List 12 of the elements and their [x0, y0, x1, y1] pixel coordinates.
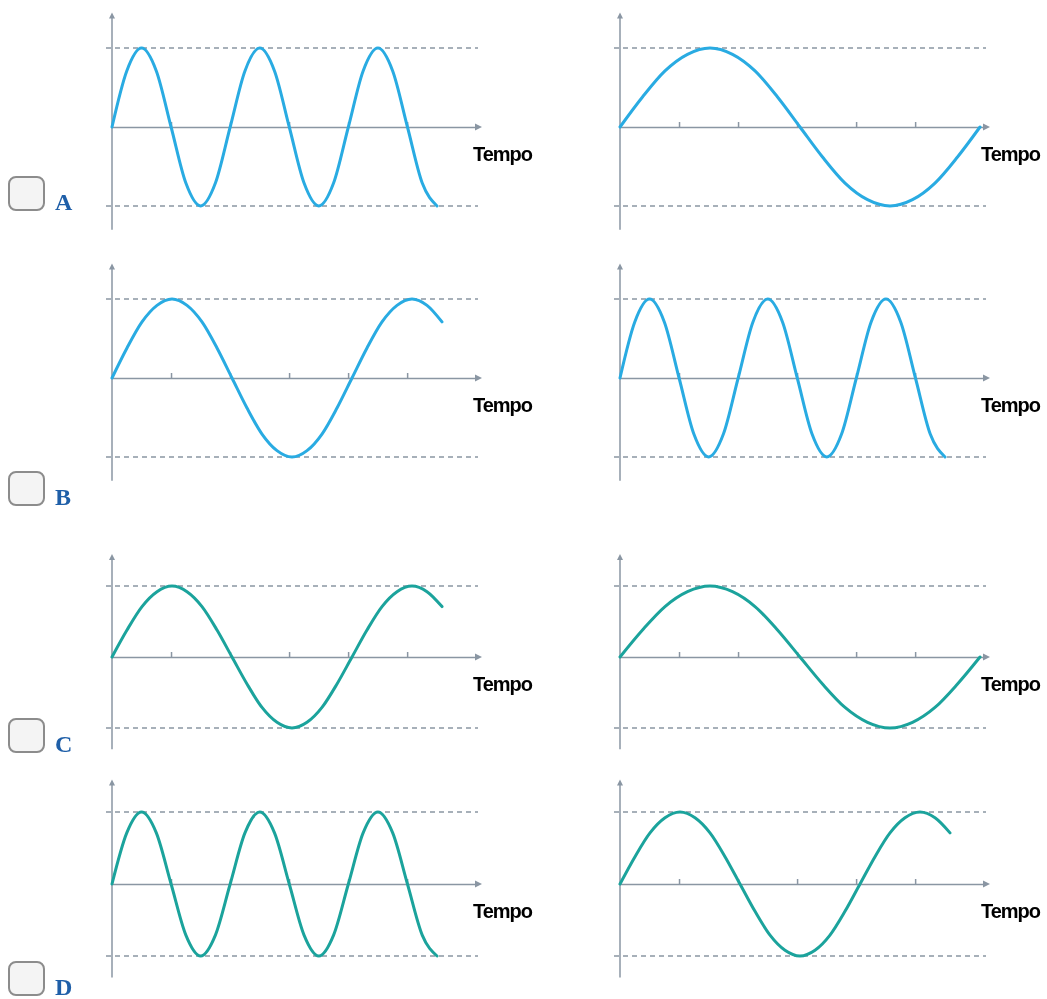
x-axis-title: Tempo: [473, 143, 533, 165]
x-axis-title: Tempo: [473, 673, 533, 695]
x-axis-title: Tempo: [981, 673, 1041, 695]
x-axis-title: Tempo: [473, 394, 533, 416]
x-axis-title: Tempo: [981, 394, 1041, 416]
text: A: [55, 189, 73, 215]
x-axis-title: Tempo: [981, 143, 1041, 165]
x-axis-title: Tempo: [473, 900, 533, 922]
x-axis-title: Tempo: [981, 900, 1041, 922]
text: C: [55, 731, 73, 757]
text: B: [55, 484, 72, 510]
text: D: [55, 974, 73, 999]
